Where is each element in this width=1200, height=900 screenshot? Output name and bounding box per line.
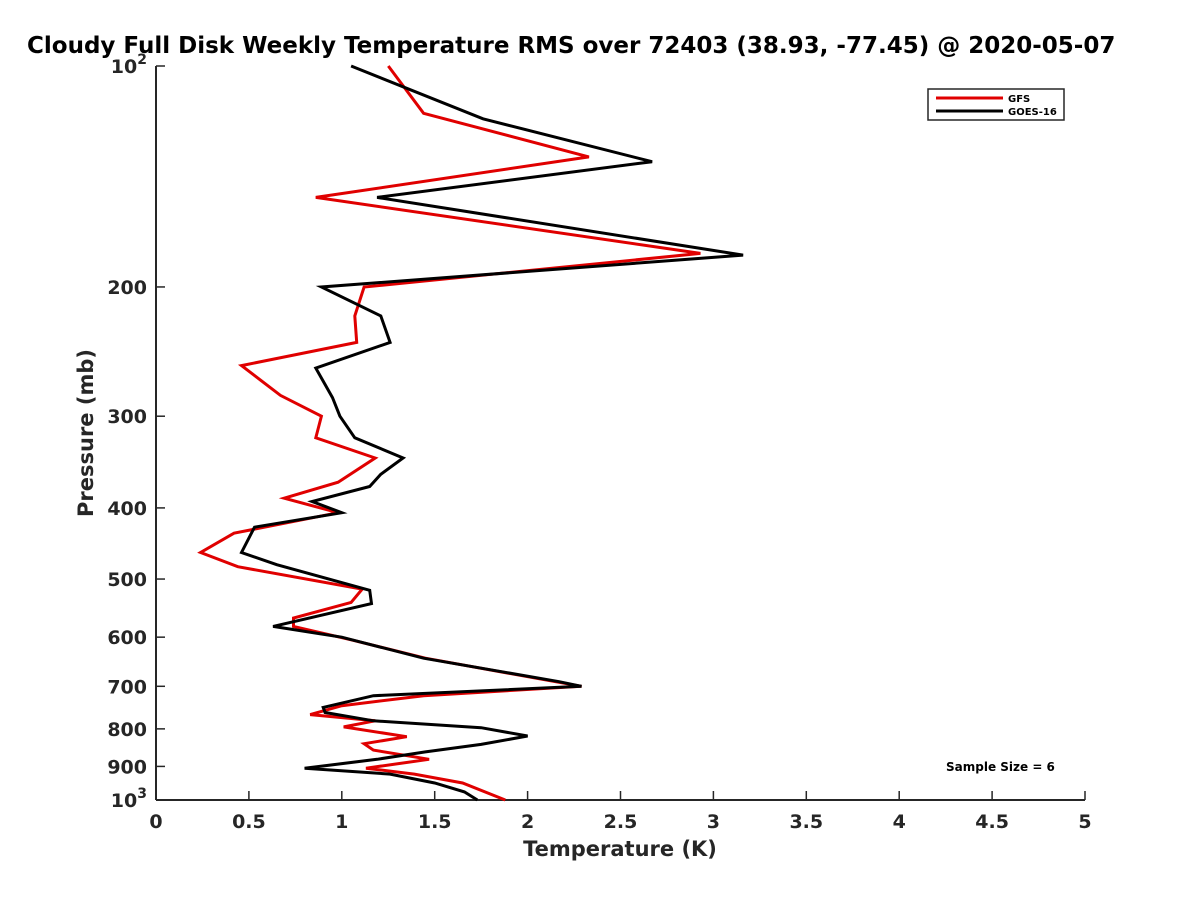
x-axis-label: Temperature (K) [523, 837, 717, 861]
series-layer [197, 64, 744, 802]
series-line-gfs [197, 65, 701, 802]
y-tick-label: 700 [107, 676, 147, 698]
sample-size-annotation: Sample Size = 6 [946, 760, 1055, 774]
x-tick-label: 0.5 [232, 811, 266, 833]
y-axis-label: Pressure (mb) [74, 349, 98, 517]
y-tick-label: 800 [107, 719, 147, 741]
x-tick-label: 5 [1078, 811, 1091, 833]
y-tick-label: 900 [107, 756, 147, 778]
y-tick-label: 103 [111, 786, 147, 812]
x-tick-label: 0 [149, 811, 162, 833]
y-tick-label: 500 [107, 569, 147, 591]
legend-label: GFS [1008, 94, 1030, 105]
y-tick-exponent: 2 [137, 52, 147, 68]
x-tick-label: 3.5 [789, 811, 823, 833]
x-tick-label: 1.5 [418, 811, 452, 833]
y-tick-label: 400 [107, 498, 147, 520]
legend-label: GOES-16 [1008, 107, 1057, 118]
chart-title: Cloudy Full Disk Weekly Temperature RMS … [27, 33, 1115, 59]
y-tick-label: 300 [107, 406, 147, 428]
x-axis: 0 0.5 1 1.5 2 2.5 3 3.5 4 4.5 5 [149, 791, 1092, 833]
y-tick-label: 600 [107, 627, 147, 649]
y-tick-exponent: 3 [137, 786, 147, 802]
y-tick-label: 200 [107, 277, 147, 299]
legend: GFS GOES-16 [927, 88, 1065, 121]
x-tick-label: 4.5 [975, 811, 1009, 833]
y-tick-base: 10 [111, 790, 137, 812]
x-tick-label: 3 [707, 811, 720, 833]
x-tick-label: 4 [893, 811, 906, 833]
plot-area [156, 66, 1085, 800]
y-tick-base: 10 [111, 56, 137, 78]
x-tick-label: 2.5 [604, 811, 638, 833]
x-tick-label: 1 [335, 811, 348, 833]
series-line-goes-16 [239, 64, 744, 802]
legend-box [927, 88, 1065, 121]
x-tick-label: 2 [521, 811, 534, 833]
y-tick-label: 102 [111, 52, 147, 78]
